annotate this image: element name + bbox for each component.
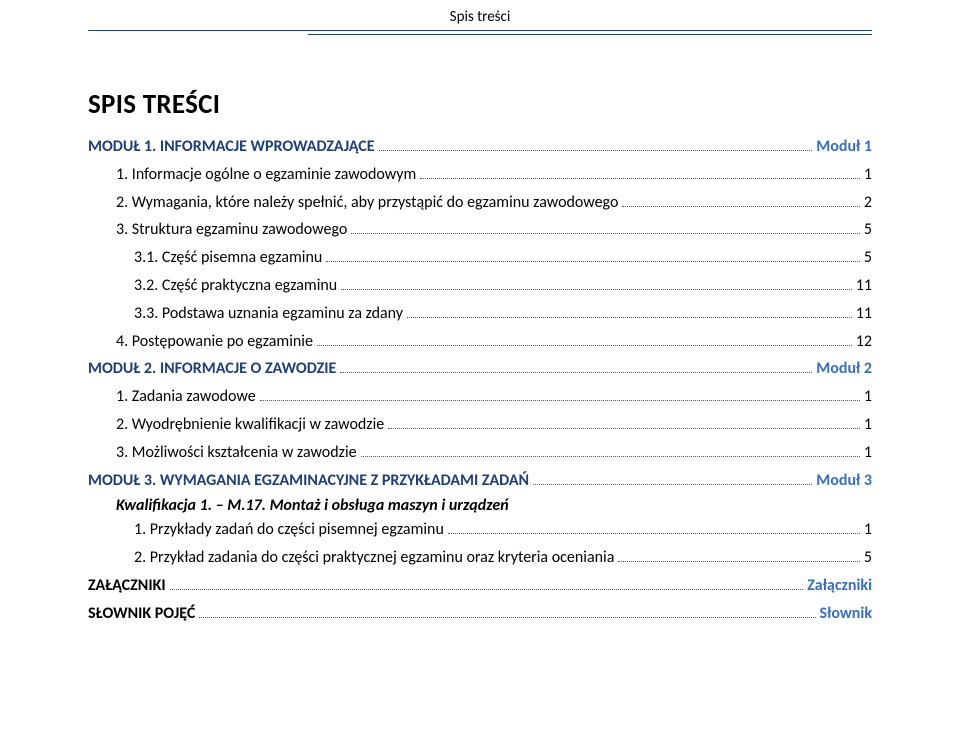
toc-num: 2. [134,546,146,571]
dot-leader [448,519,860,534]
toc-page: 11 [856,274,872,299]
toc-text: Część praktyczna egzaminu [162,274,337,299]
dot-leader [260,386,860,401]
toc-row: 2. Wyodrębnienie kwalifikacji w zawodzie… [88,413,872,438]
toc-num: 1. [134,518,146,543]
toc-row: 1. Zadania zawodowe 1 [88,385,872,410]
page-header: Spis treści [88,0,872,60]
toc-num: 4. [116,330,128,355]
toc-row: 2. Wymagania, które należy spełnić, aby … [88,191,872,216]
dot-leader [388,414,860,429]
dot-leader [351,219,860,234]
toc-num: 3. [116,218,128,243]
dot-leader [340,358,812,373]
dot-leader [622,191,859,206]
appendix-attachments-row: ZAŁĄCZNIKI Załączniki [88,574,872,599]
toc-page: 1 [864,441,872,466]
module-1-heading-right: Moduł 1 [816,135,872,160]
module-1-heading-left: MODUŁ 1. INFORMACJE WPROWADZAJĄCE [88,135,375,160]
module-3-heading-left: MODUŁ 3. WYMAGANIA EGZAMINACYJNE Z PRZYK… [88,469,529,494]
toc-row: 1. Przykłady zadań do części pisemnej eg… [88,518,872,543]
toc-page: 12 [856,330,872,355]
toc-text: Możliwości kształcenia w zawodzie [132,441,357,466]
dot-leader [170,575,804,590]
toc-page: 2 [864,191,872,216]
qualification-subheading: Kwalifikacja 1. – M.17. Montaż i obsługa… [88,496,872,515]
toc-num: 2. [116,191,128,216]
toc-text: Podstawa uznania egzaminu za zdany [162,302,403,327]
header-rule-2 [308,34,872,35]
toc-page: 1 [864,385,872,410]
page: Spis treści SPIS TREŚCI MODUŁ 1. INFORMA… [0,0,960,627]
toc-num: 1. [116,385,128,410]
toc-page: 5 [864,246,872,271]
toc-row: 3. Możliwości kształcenia w zawodzie 1 [88,441,872,466]
dot-leader [341,275,852,290]
appendix-attachments-right: Załączniki [807,574,872,599]
dot-leader [361,441,860,456]
toc-num: 3.3. [134,302,158,327]
module-3-heading-right: Moduł 3 [816,469,872,494]
appendix-glossary-right: Słownik [820,602,872,627]
module-3-heading: MODUŁ 3. WYMAGANIA EGZAMINACYJNE Z PRZYK… [88,469,872,494]
toc-text: Część pisemna egzaminu [162,246,322,271]
module-2-heading-right: Moduł 2 [816,357,872,382]
toc-page: 11 [856,302,872,327]
toc-num: 2. [116,413,128,438]
module-2-heading-left: MODUŁ 2. INFORMACJE O ZAWODZIE [88,357,336,382]
toc-row: 1. Informacje ogólne o egzaminie zawodow… [88,163,872,188]
toc-text: Informacje ogólne o egzaminie zawodowym [132,163,417,188]
toc-page: 1 [864,413,872,438]
dot-leader [407,302,852,317]
page-title: SPIS TREŚCI [88,88,872,121]
dot-leader [317,330,852,345]
toc-num: 3.1. [134,246,158,271]
header-label: Spis treści [444,8,517,26]
toc-row: 4. Postępowanie po egzaminie 12 [88,330,872,355]
toc-page: 1 [864,518,872,543]
appendix-glossary-row: SŁOWNIK POJĘĆ Słownik [88,602,872,627]
appendix-attachments-left: ZAŁĄCZNIKI [88,574,166,599]
toc-num: 3. [116,441,128,466]
toc-text: Postępowanie po egzaminie [132,330,313,355]
toc-text: Wymagania, które należy spełnić, aby prz… [132,191,619,216]
toc-text: Zadania zawodowe [132,385,256,410]
dot-leader [420,163,860,178]
toc-text: Struktura egzaminu zawodowego [132,218,348,243]
toc-text: Przykład zadania do części praktycznej e… [150,546,615,571]
toc-text: Przykłady zadań do części pisemnej egzam… [150,518,444,543]
toc-row: 3. Struktura egzaminu zawodowego 5 [88,218,872,243]
toc-num: 3.2. [134,274,158,299]
toc-page: 5 [864,218,872,243]
toc-row: 3.2. Część praktyczna egzaminu 11 [88,274,872,299]
dot-leader [533,469,812,484]
toc-num: 1. [116,163,128,188]
toc-text: Wyodrębnienie kwalifikacji w zawodzie [132,413,384,438]
dot-leader [199,602,815,617]
appendix-glossary-left: SŁOWNIK POJĘĆ [88,602,195,627]
module-2-heading: MODUŁ 2. INFORMACJE O ZAWODZIE Moduł 2 [88,357,872,382]
toc-row: 3.1. Część pisemna egzaminu 5 [88,246,872,271]
toc-row: 3.3. Podstawa uznania egzaminu za zdany 1… [88,302,872,327]
dot-leader [379,136,813,151]
module-1-heading: MODUŁ 1. INFORMACJE WPROWADZAJĄCE Moduł … [88,135,872,160]
dot-leader [326,247,860,262]
toc-row: 2. Przykład zadania do części praktyczne… [88,546,872,571]
header-rule-1 [88,30,872,31]
toc-page: 5 [864,546,872,571]
dot-leader [618,547,860,562]
toc-page: 1 [864,163,872,188]
